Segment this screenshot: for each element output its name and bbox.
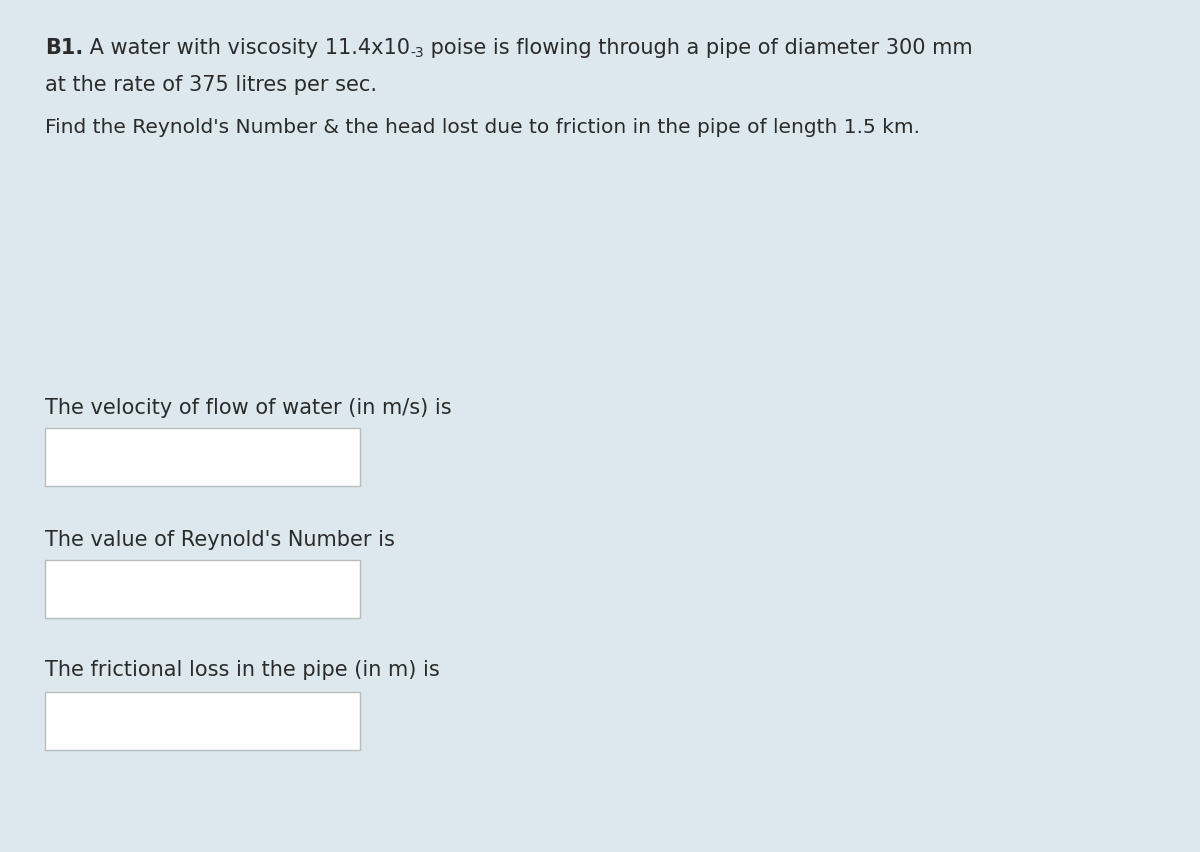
Text: at the rate of 375 litres per sec.: at the rate of 375 litres per sec. bbox=[46, 75, 377, 95]
Text: -3: -3 bbox=[410, 46, 424, 60]
Text: poise is flowing through a pipe of diameter 300 mm: poise is flowing through a pipe of diame… bbox=[424, 38, 972, 58]
Bar bbox=[46, 692, 360, 750]
Bar bbox=[46, 428, 360, 486]
Text: A water with viscosity 11.4x10: A water with viscosity 11.4x10 bbox=[83, 38, 410, 58]
Text: The value of Reynold's Number is: The value of Reynold's Number is bbox=[46, 530, 395, 550]
Text: The frictional loss in the pipe (in m) is: The frictional loss in the pipe (in m) i… bbox=[46, 660, 439, 680]
Text: Find the Reynold's Number & the head lost due to friction in the pipe of length : Find the Reynold's Number & the head los… bbox=[46, 118, 920, 137]
Text: B1.: B1. bbox=[46, 38, 83, 58]
Bar bbox=[46, 560, 360, 618]
Text: The velocity of flow of water (in m/s) is: The velocity of flow of water (in m/s) i… bbox=[46, 398, 451, 418]
